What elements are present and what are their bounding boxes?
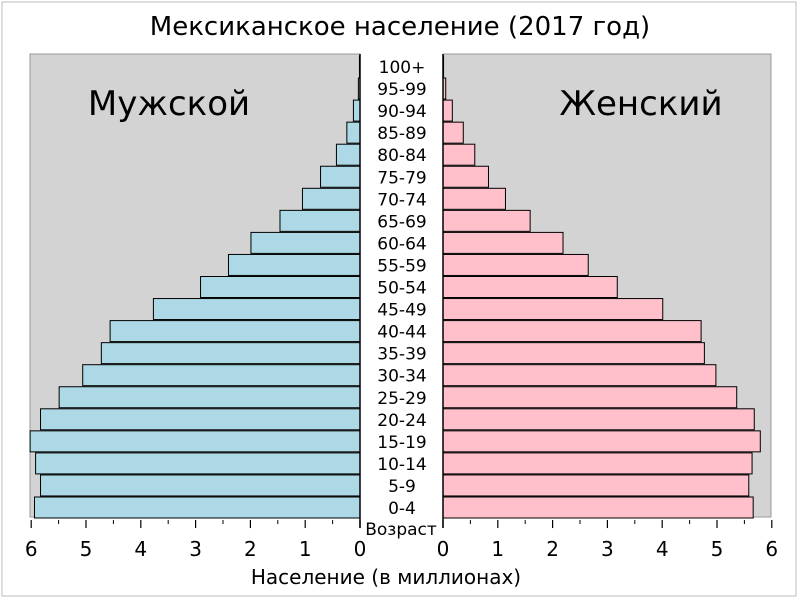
- age-label-30-34: 30-34: [377, 367, 426, 387]
- male-bar-55-59: [227, 253, 361, 276]
- age-label-10-14: 10-14: [377, 455, 426, 475]
- male-bar-0-4: [33, 496, 361, 519]
- age-label-35-39: 35-39: [377, 345, 426, 365]
- male-bar-30-34: [82, 364, 361, 387]
- female-bar-20-24: [442, 408, 755, 431]
- age-label-55-59: 55-59: [377, 256, 426, 276]
- male-tick-label-5: 5: [80, 537, 93, 561]
- age-label-45-49: 45-49: [377, 301, 426, 321]
- male-tick-label-3: 3: [189, 537, 202, 561]
- age-label-40-44: 40-44: [377, 323, 426, 343]
- age-label-60-64: 60-64: [377, 234, 426, 254]
- female-bar-55-59: [442, 253, 589, 276]
- age-label-95-99: 95-99: [377, 80, 426, 100]
- female-bar-45-49: [442, 298, 664, 321]
- male-bar-75-79: [320, 165, 361, 188]
- male-bar-40-44: [109, 320, 361, 343]
- x-axis-label: Население (в миллионах): [251, 565, 521, 589]
- age-label-70-74: 70-74: [377, 190, 426, 210]
- age-axis-label: Возраст: [365, 520, 437, 540]
- legend-male: Мужской: [88, 84, 250, 124]
- age-label-25-29: 25-29: [377, 389, 426, 409]
- female-bar-10-14: [442, 452, 753, 475]
- male-bar-80-84: [335, 143, 361, 166]
- female-bar-15-19: [442, 430, 761, 453]
- male-bar-85-89: [346, 121, 361, 144]
- female-tick-label-3: 3: [601, 537, 614, 561]
- female-bar-70-74: [442, 187, 506, 210]
- female-bar-30-34: [442, 364, 717, 387]
- female-bar-65-69: [442, 209, 531, 232]
- male-bar-50-54: [200, 276, 361, 298]
- female-x-axis: 0 1 2 3 4 5 6: [437, 520, 778, 561]
- female-bar-75-79: [442, 165, 489, 188]
- female-bar-85-89: [442, 121, 464, 144]
- age-label-100+: 100+: [379, 58, 426, 78]
- age-label-15-19: 15-19: [377, 433, 426, 453]
- female-tick-label-5: 5: [711, 537, 724, 561]
- male-bar-45-49: [152, 298, 361, 321]
- legend-female: Женский: [559, 84, 722, 124]
- male-bar-70-74: [301, 187, 361, 210]
- male-bar-10-14: [35, 452, 361, 475]
- male-tick-label-2: 2: [244, 537, 257, 561]
- age-label-75-79: 75-79: [377, 168, 426, 188]
- female-bar-35-39: [442, 342, 705, 365]
- male-tick-label-6: 6: [25, 537, 38, 561]
- male-tick-label-0: 0: [354, 537, 367, 561]
- age-label-20-24: 20-24: [377, 411, 426, 431]
- male-bar-5-9: [40, 474, 361, 497]
- male-bar-90-94: [352, 99, 361, 122]
- age-label-0-4: 0-4: [388, 499, 416, 519]
- female-bar-60-64: [442, 231, 564, 254]
- age-label-85-89: 85-89: [377, 124, 426, 144]
- age-label-5-9: 5-9: [388, 477, 416, 497]
- female-tick-label-6: 6: [765, 537, 778, 561]
- age-label-65-69: 65-69: [377, 212, 426, 232]
- female-bar-80-84: [442, 143, 476, 166]
- male-bar-65-69: [279, 209, 361, 232]
- female-bar-5-9: [442, 474, 750, 497]
- female-tick-label-2: 2: [546, 537, 559, 561]
- age-label-80-84: 80-84: [377, 146, 426, 166]
- age-label-50-54: 50-54: [377, 279, 426, 299]
- male-x-axis: 0 1 2 3 4 5 6: [25, 520, 367, 561]
- female-bar-90-94: [442, 99, 453, 122]
- female-tick-label-4: 4: [656, 537, 669, 561]
- male-bar-15-19: [29, 430, 361, 453]
- age-labels: 100+95-9990-9485-8980-8475-7970-7465-696…: [377, 58, 426, 519]
- female-bar-25-29: [442, 386, 738, 409]
- male-bar-60-64: [250, 231, 361, 254]
- male-bar-35-39: [100, 342, 361, 365]
- female-bar-40-44: [442, 320, 702, 343]
- male-tick-label-1: 1: [299, 537, 312, 561]
- male-bar-20-24: [40, 408, 361, 431]
- female-tick-label-0: 0: [437, 537, 450, 561]
- female-bars: [442, 54, 761, 528]
- age-label-90-94: 90-94: [377, 102, 426, 122]
- female-tick-label-1: 1: [491, 537, 504, 561]
- male-bar-25-29: [58, 386, 361, 409]
- chart-title: Мексиканское население (2017 год): [150, 12, 650, 42]
- male-tick-label-4: 4: [134, 537, 147, 561]
- female-bar-50-54: [442, 276, 618, 298]
- female-bar-0-4: [442, 496, 754, 519]
- male-bars: [29, 54, 361, 528]
